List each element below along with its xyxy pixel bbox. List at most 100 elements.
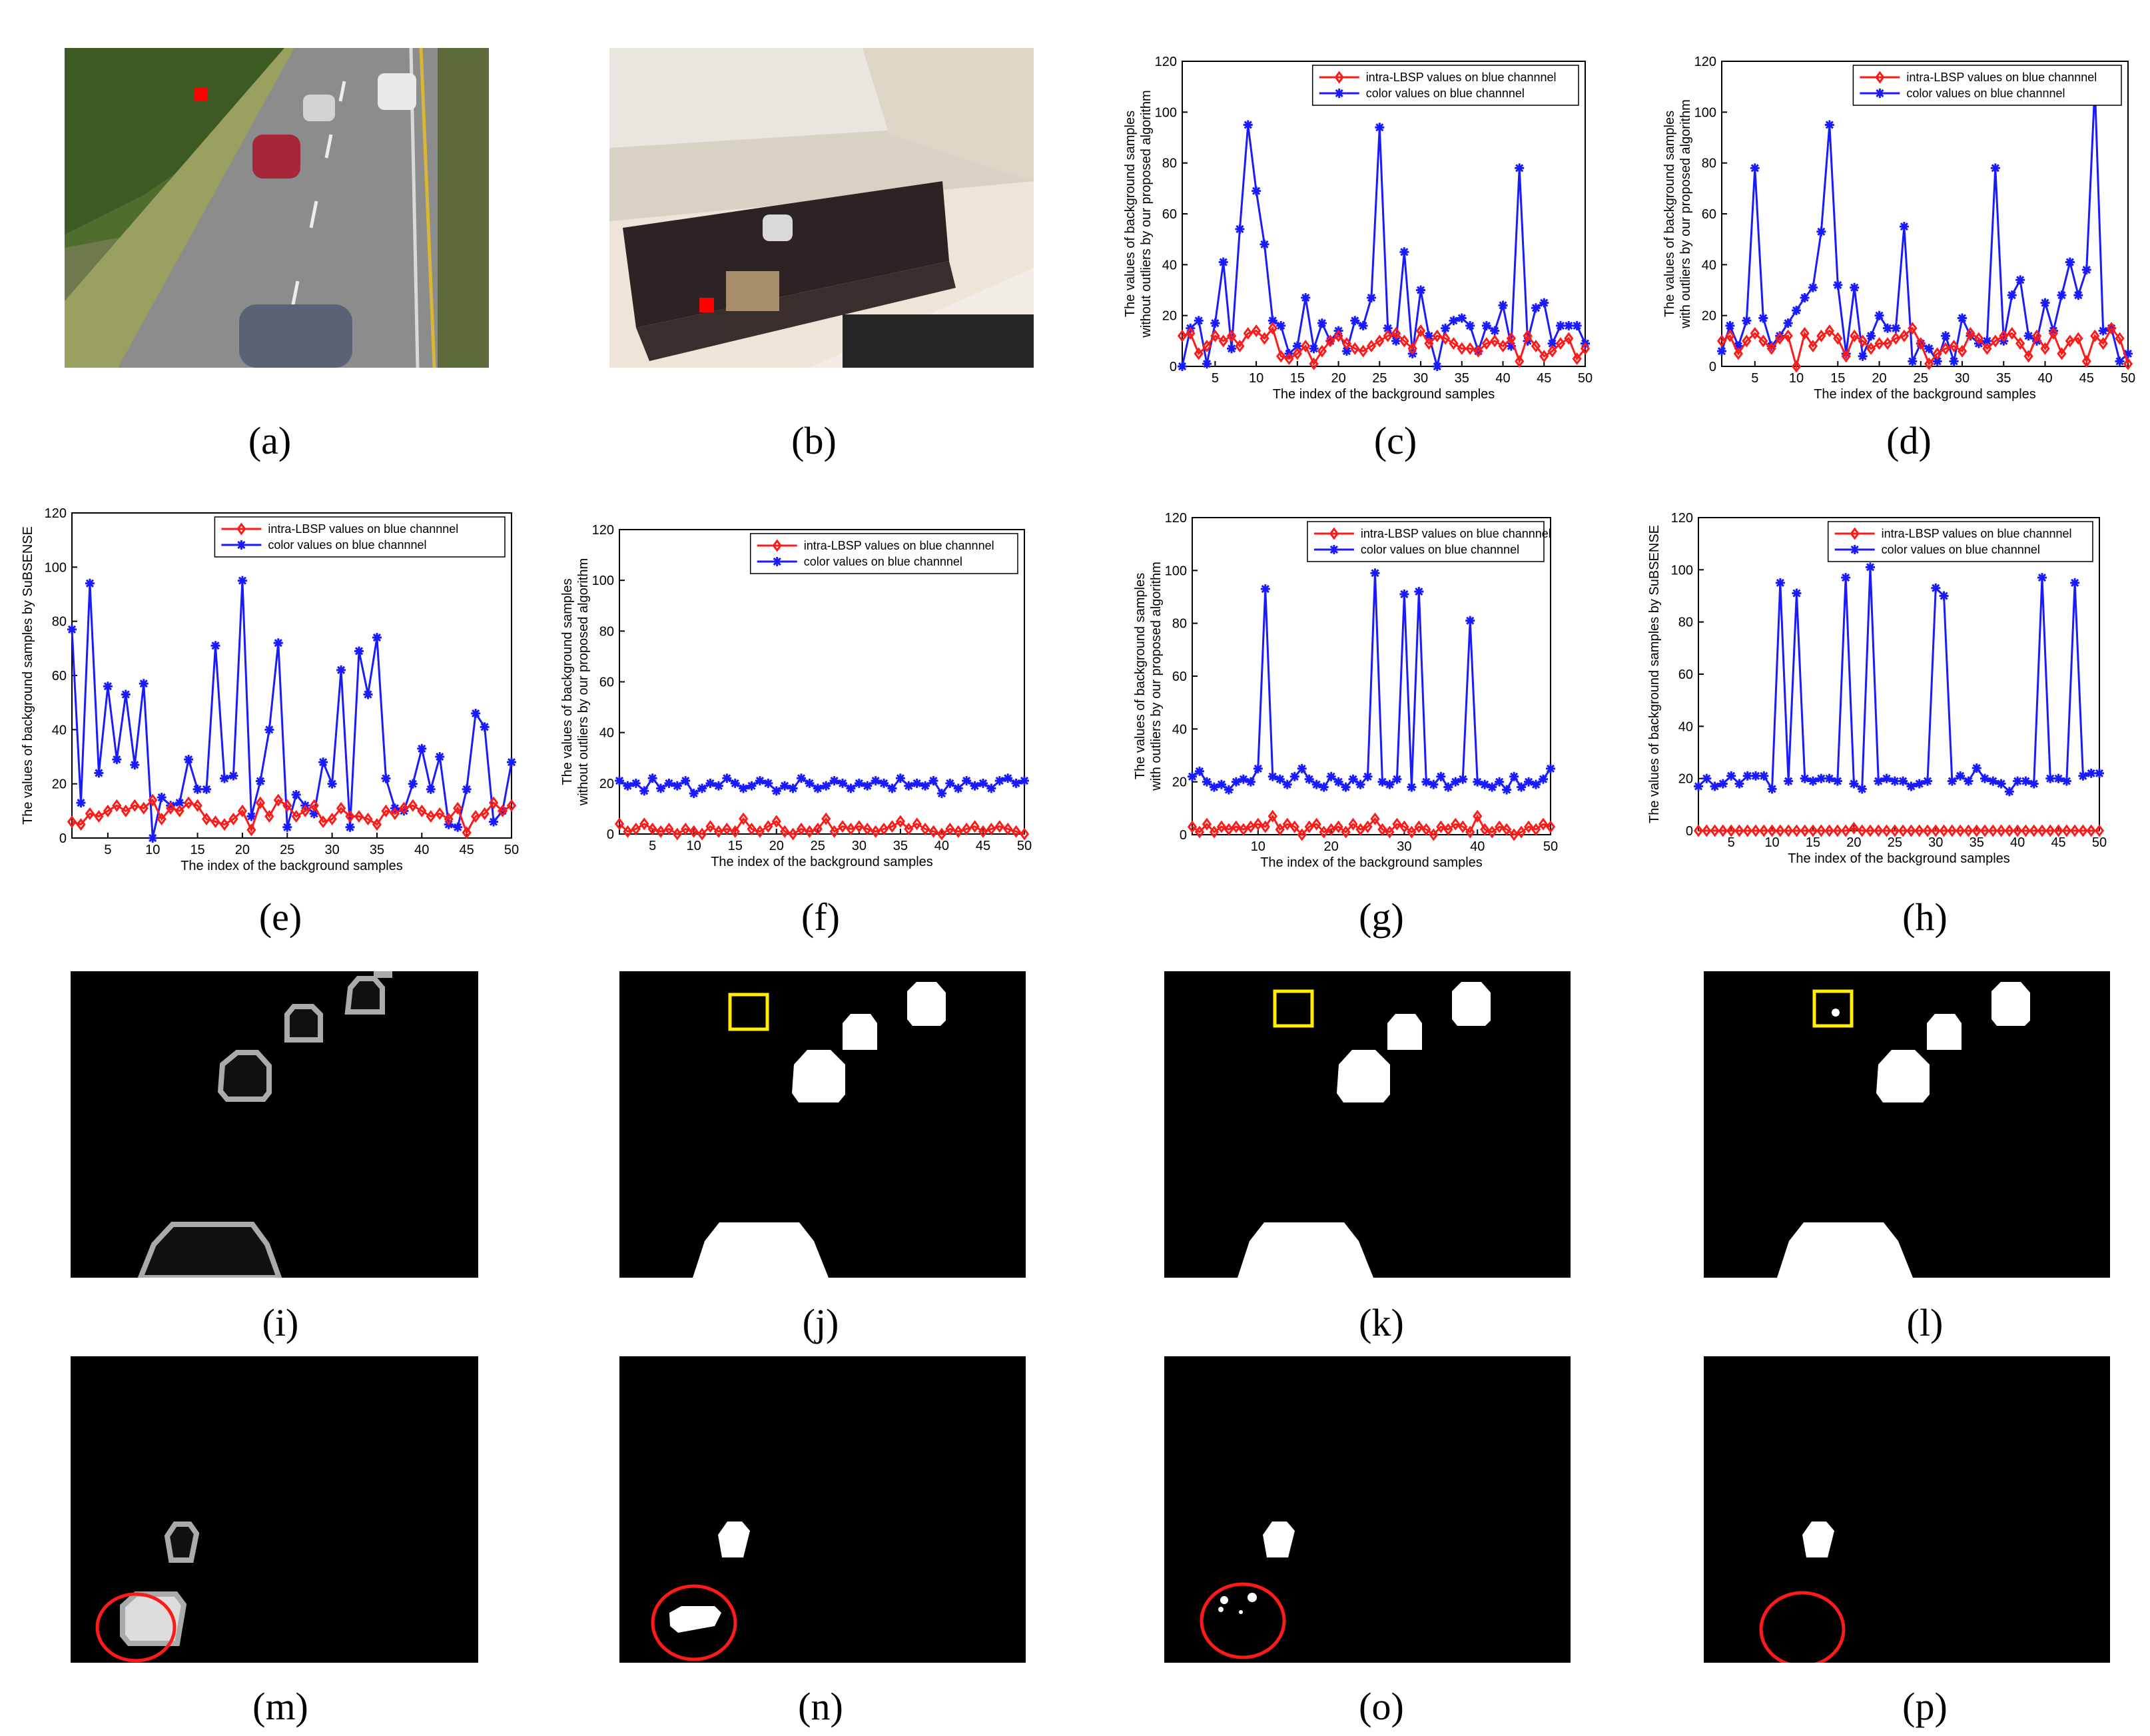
plot-frame (1721, 61, 2129, 367)
data-point (1399, 334, 1409, 348)
data-point (1564, 332, 1574, 345)
data-point (1971, 763, 1981, 773)
data-point (1209, 782, 1219, 792)
y-tick-label: 80 (1702, 157, 1716, 171)
data-point-d2 (1933, 357, 1942, 366)
data-point (1333, 777, 1343, 787)
data-point (1734, 779, 1744, 789)
sample-marker (699, 298, 714, 312)
data-point-d2 (1444, 783, 1453, 791)
data-point (1531, 303, 1541, 313)
data-point (697, 827, 707, 841)
data-point-d2 (772, 787, 781, 795)
data-point-d2 (1301, 293, 1310, 302)
data-point-d2 (1202, 360, 1212, 368)
data-point-d2 (2024, 332, 2033, 340)
legend-box (1311, 65, 1579, 106)
x-tick-label: 40 (2037, 371, 2052, 386)
data-point (1187, 820, 1198, 833)
data-point (871, 825, 881, 838)
x-tick-label: 15 (1290, 371, 1305, 386)
red-circle (1759, 1591, 1846, 1668)
data-point (970, 820, 980, 833)
data-point-d2 (1940, 592, 1948, 600)
data-point-d2 (1808, 283, 1818, 292)
data-point (813, 783, 823, 793)
data-point (846, 783, 856, 793)
data-point-d2 (1710, 782, 1719, 791)
data-point (264, 725, 274, 735)
data-point (480, 807, 490, 820)
data-point (813, 822, 823, 835)
data-point (1693, 824, 1704, 837)
data-point (2094, 824, 2105, 837)
data-point-d2 (1503, 785, 1511, 794)
legend-marker (236, 540, 246, 550)
data-point (1572, 320, 1582, 330)
data-point (747, 822, 757, 835)
y-tick-label: 0 (1180, 828, 1187, 843)
y-axis-label: The values of background samples by SuBS… (1647, 525, 1662, 823)
data-point (1319, 782, 1329, 792)
data-point-d2 (2029, 779, 2038, 788)
data-point (2053, 773, 2063, 783)
data-point (1824, 773, 1834, 783)
legend-label: color values on blue channnel (804, 555, 962, 568)
data-point (1841, 824, 1851, 837)
x-tick-label: 15 (1806, 835, 1820, 850)
plot-frame (71, 512, 512, 839)
data-point (1355, 779, 1365, 789)
data-point (1481, 337, 1491, 350)
data-point (1457, 342, 1467, 355)
data-point-d2 (1188, 772, 1197, 781)
data-point (2123, 357, 2133, 370)
x-tick-label: 30 (852, 839, 867, 853)
legend-marker-d2 (1329, 545, 1339, 554)
data-point (904, 781, 914, 791)
data-point (444, 813, 454, 826)
x-tick-label: 10 (1251, 839, 1265, 854)
y-tick-label: 60 (52, 669, 67, 683)
data-point (1243, 326, 1253, 340)
data-point (1564, 320, 1574, 330)
data-point (507, 757, 516, 767)
data-point (1816, 824, 1826, 837)
x-tick-label: 50 (1578, 371, 1593, 386)
data-point (1947, 824, 1957, 837)
x-tick-label: 50 (2121, 371, 2135, 386)
data-point (157, 793, 167, 802)
data-point (1276, 350, 1286, 363)
data-point-d2 (202, 785, 211, 793)
data-point-d2 (871, 776, 880, 785)
data-point-d2 (1499, 301, 1507, 310)
data-point-d2 (2095, 769, 2104, 777)
chart-d: 5 10 15 20 25 30 35 40 45 50 0 20 40 60 80 100 120 The in… (1662, 55, 2135, 402)
yellow-box (1812, 989, 1854, 1028)
y-tick-label: 60 (1162, 207, 1177, 222)
data-point (1227, 344, 1237, 354)
data-point (94, 809, 104, 823)
data-point (1580, 342, 1591, 355)
data-point (318, 757, 328, 767)
legend-marker (772, 539, 782, 552)
data-point-d2 (1546, 764, 1555, 773)
x-tick-label: 30 (1955, 371, 1970, 386)
data-point (1358, 320, 1368, 330)
data-point-d2 (912, 779, 921, 787)
data-point-d2 (1972, 763, 1981, 773)
data-point (1020, 776, 1029, 786)
data-point (1370, 812, 1380, 825)
data-point-d2 (1375, 123, 1384, 132)
data-point-d2 (1211, 319, 1220, 328)
data-point-d2 (472, 709, 480, 718)
data-point (1750, 824, 1761, 837)
data-point (183, 796, 194, 809)
data-point-d2 (426, 785, 435, 793)
data-point-d2 (1510, 772, 1519, 781)
mask-p (1704, 1356, 2110, 1668)
data-point-d2 (648, 774, 657, 783)
data-point (2070, 824, 2080, 837)
data-point (354, 646, 364, 656)
data-point-d2 (1742, 316, 1751, 325)
data-point (1251, 324, 1261, 338)
